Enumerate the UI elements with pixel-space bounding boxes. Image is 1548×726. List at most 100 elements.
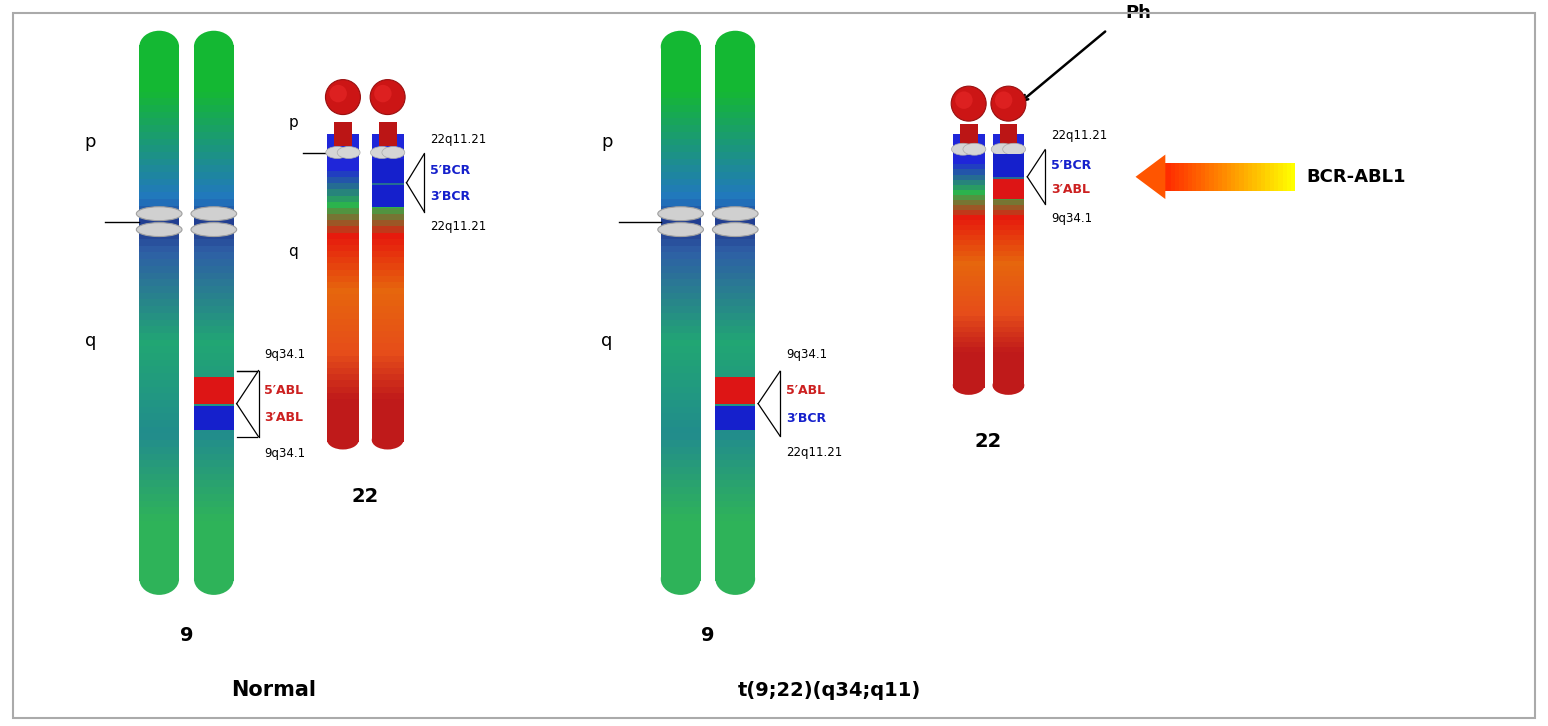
Text: 3′ABL: 3′ABL (265, 411, 303, 424)
Bar (327, 152, 359, 159)
Ellipse shape (325, 147, 348, 158)
Bar (952, 179, 985, 185)
Bar (372, 171, 404, 178)
Bar (715, 105, 755, 113)
Bar (1209, 163, 1214, 191)
Bar (194, 199, 234, 206)
Bar (139, 246, 180, 253)
Bar (372, 208, 404, 215)
Bar (139, 313, 180, 320)
Bar (139, 554, 180, 561)
Bar (372, 294, 404, 301)
Bar (372, 251, 404, 258)
Bar (715, 118, 755, 126)
Bar (992, 362, 1025, 367)
Bar (139, 481, 180, 488)
Bar (992, 352, 1025, 357)
Bar (194, 226, 234, 233)
Bar (372, 159, 404, 166)
Bar (327, 349, 359, 356)
Bar (372, 423, 404, 430)
Ellipse shape (139, 30, 180, 62)
Bar (194, 272, 234, 280)
Bar (992, 357, 1025, 362)
Ellipse shape (372, 431, 404, 449)
Circle shape (375, 85, 392, 102)
Bar (327, 306, 359, 313)
Bar (327, 380, 359, 387)
Bar (327, 411, 359, 417)
Bar (952, 311, 985, 317)
Bar (139, 507, 180, 515)
Polygon shape (1136, 155, 1166, 199)
Bar (992, 322, 1025, 327)
Bar (661, 152, 701, 159)
Bar (952, 337, 985, 342)
Bar (992, 220, 1025, 226)
Circle shape (955, 91, 972, 109)
Bar (1217, 163, 1223, 191)
Bar (661, 407, 701, 414)
Bar (992, 139, 1025, 144)
Bar (952, 200, 985, 205)
Bar (992, 155, 1025, 177)
Bar (139, 91, 180, 99)
Bar (992, 179, 1025, 200)
Bar (661, 507, 701, 515)
Bar (715, 367, 755, 374)
Bar (139, 407, 180, 414)
Bar (372, 159, 404, 183)
Text: 9q34.1: 9q34.1 (786, 348, 827, 362)
Bar (194, 172, 234, 179)
Bar (661, 52, 701, 59)
Bar (327, 399, 359, 406)
Bar (194, 326, 234, 333)
Bar (992, 342, 1025, 347)
Bar (194, 219, 234, 227)
Bar (952, 245, 985, 251)
Bar (992, 200, 1025, 205)
Bar (715, 246, 755, 253)
Ellipse shape (963, 143, 986, 155)
Bar (952, 342, 985, 347)
Bar (139, 199, 180, 206)
Bar (372, 140, 404, 147)
Bar (661, 420, 701, 428)
Bar (952, 301, 985, 307)
Bar (715, 253, 755, 260)
Bar (1178, 163, 1184, 191)
Bar (661, 487, 701, 494)
Bar (194, 547, 234, 555)
Bar (715, 91, 755, 99)
Bar (1226, 163, 1231, 191)
Bar (1286, 163, 1291, 191)
Ellipse shape (661, 563, 701, 595)
Bar (992, 271, 1025, 277)
Bar (194, 380, 234, 387)
Bar (992, 245, 1025, 251)
Bar (334, 122, 351, 147)
Bar (372, 386, 404, 393)
Bar (372, 276, 404, 282)
Bar (992, 286, 1025, 292)
Bar (1170, 163, 1175, 191)
Bar (139, 58, 180, 65)
Bar (952, 296, 985, 302)
Bar (661, 132, 701, 139)
Bar (372, 362, 404, 369)
Bar (327, 313, 359, 319)
Bar (372, 264, 404, 270)
Bar (952, 261, 985, 266)
Bar (715, 112, 755, 119)
Bar (715, 568, 755, 575)
Bar (194, 373, 234, 380)
Bar (715, 333, 755, 340)
Bar (992, 311, 1025, 317)
Bar (715, 541, 755, 548)
Bar (194, 427, 234, 434)
Bar (661, 98, 701, 105)
Bar (194, 487, 234, 494)
Bar (661, 44, 701, 52)
Circle shape (991, 86, 1026, 121)
Bar (952, 250, 985, 256)
